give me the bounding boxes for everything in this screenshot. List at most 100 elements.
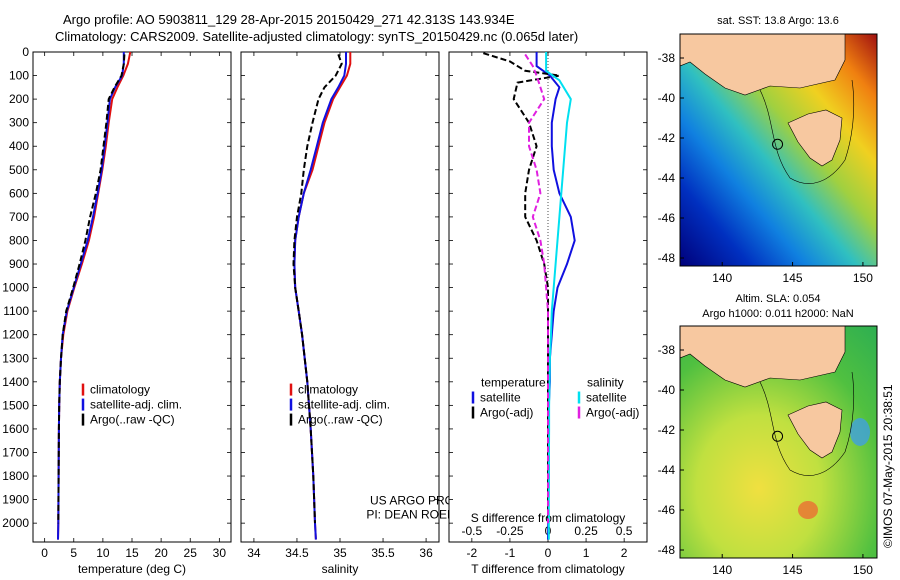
- legend-heading: salinity: [587, 376, 624, 390]
- legend-label: Argo(..raw -QC): [90, 413, 175, 427]
- x-tick-label: 30: [213, 546, 227, 560]
- depth-tick-label: 800: [9, 233, 29, 247]
- x-tick-label: 35: [333, 546, 347, 560]
- x-tick-label: 25: [184, 546, 198, 560]
- map-y-tick-label: -40: [658, 383, 676, 397]
- x-tick-label: 2: [621, 546, 628, 560]
- panel-frame: [32, 51, 232, 543]
- sla-high-eddy: [798, 501, 818, 519]
- sla-map-frame: [679, 325, 878, 559]
- map-y-tick-label: -46: [658, 503, 676, 517]
- x-tick-label: 0: [41, 546, 48, 560]
- map-y-tick-label: -40: [658, 91, 676, 105]
- sst-map-frame: [679, 33, 878, 267]
- x-tick-label: -1: [505, 546, 516, 560]
- sst-map-title: sat. SST: 13.8 Argo: 13.6: [717, 15, 839, 27]
- sla-argo-marker: [772, 430, 784, 442]
- x-tick-label: 0: [545, 546, 552, 560]
- map-y-tick-label: -42: [658, 423, 676, 437]
- depth-tick-label: 1400: [2, 375, 29, 389]
- legend-label: climatology: [298, 383, 358, 397]
- secondary-tick-label: 0.25: [574, 524, 598, 538]
- series-line-argo: [483, 52, 560, 524]
- map-x-tick-label: 140: [712, 563, 732, 577]
- map-y-tick-label: -46: [658, 211, 676, 225]
- sla-tasmania-shape: [787, 401, 843, 459]
- x-axis-label: T difference from climatology: [471, 562, 625, 576]
- legend-label: satellite: [586, 391, 627, 405]
- x-tick-label: 35.5: [371, 546, 395, 560]
- x-tick-label: 34.5: [285, 546, 309, 560]
- x-tick-label: 34: [247, 546, 261, 560]
- profile-panel-1: 0100200300400500600700800900100011001200…: [2, 45, 232, 576]
- sst-tasmania-shape: [787, 109, 843, 167]
- legend-label: satellite: [480, 391, 521, 405]
- series-line-argo: [57, 54, 126, 524]
- panel-frame: [240, 51, 440, 543]
- depth-tick-label: 1000: [2, 281, 29, 295]
- depth-tick-label: 1700: [2, 445, 29, 459]
- legend-label: climatology: [90, 383, 150, 397]
- map-y-tick-label: -38: [658, 343, 676, 357]
- depth-tick-label: 400: [9, 139, 29, 153]
- imos-timestamp: ©IMOS 07-May-2015 20:38:51: [881, 384, 895, 548]
- map-y-tick-label: -44: [658, 463, 676, 477]
- x-tick-label: -2: [467, 546, 478, 560]
- sla-low-eddy: [850, 418, 870, 446]
- depth-tick-label: 100: [9, 69, 29, 83]
- map-x-tick-label: 140: [712, 271, 732, 285]
- depth-tick-label: 1100: [3, 304, 29, 318]
- legend-label: Argo(..raw -QC): [298, 413, 383, 427]
- depth-tick-label: 600: [9, 186, 29, 200]
- map-x-tick-label: 150: [853, 271, 873, 285]
- x-axis-label: temperature (deg C): [78, 562, 186, 576]
- sla-map-title-line1: Altim. SLA: 0.054: [736, 293, 821, 305]
- map-y-tick-label: -42: [658, 131, 676, 145]
- depth-tick-label: 1800: [2, 469, 29, 483]
- legend-label: satellite-adj. clim.: [90, 398, 182, 412]
- sst-mainland-shape: [680, 34, 846, 96]
- depth-tick-label: 700: [9, 210, 29, 224]
- depth-tick-label: 900: [9, 257, 29, 271]
- x-tick-label: 20: [154, 546, 168, 560]
- series-line-sat_sal: [545, 52, 572, 540]
- map-y-tick-label: -38: [658, 51, 676, 65]
- secondary-tick-label: -0.25: [496, 524, 524, 538]
- sst-argo-marker: [772, 138, 784, 150]
- legend-heading: temperature: [481, 376, 546, 390]
- depth-tick-label: 1600: [2, 422, 29, 436]
- map-x-tick-label: 150: [853, 563, 873, 577]
- x-axis-label: salinity: [322, 562, 359, 576]
- secondary-tick-label: -0.5: [462, 524, 483, 538]
- sla-map-title-line2: Argo h1000: 0.011 h2000: NaN: [702, 308, 854, 320]
- legend-label: satellite-adj. clim.: [298, 398, 390, 412]
- x-tick-label: 10: [96, 546, 110, 560]
- sst-isobath: [759, 79, 855, 184]
- depth-tick-label: 200: [9, 92, 29, 106]
- figure-title-line2: Climatology: CARS2009. Satellite-adjuste…: [55, 29, 579, 44]
- sla-mainland-shape: [680, 326, 846, 388]
- series-line-argo: [292, 54, 343, 524]
- depth-tick-label: 500: [9, 163, 29, 177]
- depth-tick-label: 1900: [2, 493, 29, 507]
- x-tick-label: 5: [70, 546, 77, 560]
- x-tick-label: 1: [583, 546, 590, 560]
- legend-label: Argo(-adj): [480, 406, 533, 420]
- map-y-tick-label: -48: [658, 251, 676, 265]
- secondary-tick-label: 0.5: [616, 524, 633, 538]
- depth-tick-label: 0: [22, 45, 29, 59]
- profile-panel-3: -2 -1 0 1 2 T difference from climatology -0.5…: [448, 51, 648, 576]
- depth-tick-label: 1200: [2, 328, 29, 342]
- sla-isobath: [759, 371, 855, 476]
- depth-tick-label: 1300: [2, 351, 29, 365]
- map-y-tick-label: -48: [658, 543, 676, 557]
- depth-tick-label: 1500: [2, 398, 29, 412]
- legend-label: Argo(-adj): [586, 406, 639, 420]
- depth-tick-label: 300: [9, 116, 29, 130]
- x-tick-label: 36: [419, 546, 433, 560]
- map-x-tick-label: 145: [783, 271, 803, 285]
- figure-title-line1: Argo profile: AO 5903811_129 28-Apr-2015…: [63, 12, 515, 27]
- depth-tick-label: 2000: [2, 516, 29, 530]
- x-tick-label: 15: [125, 546, 139, 560]
